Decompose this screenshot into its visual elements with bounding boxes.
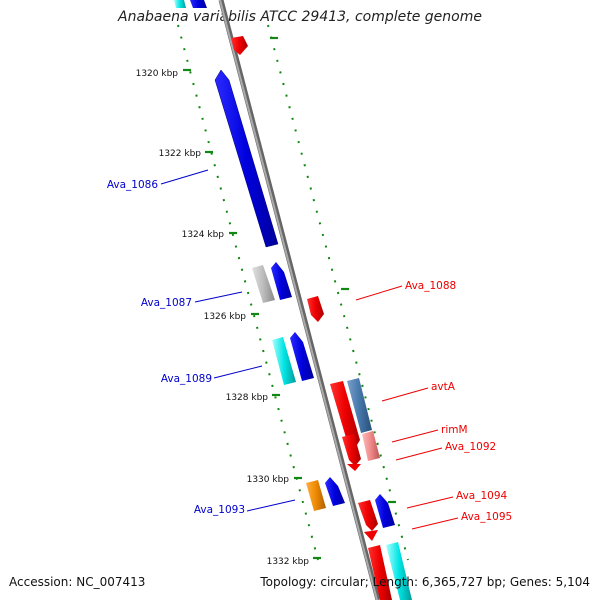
gene-label-ava-1092[interactable]: Ava_1092	[445, 441, 496, 453]
gene-avta-adjacent[interactable]	[347, 378, 372, 433]
gene-ava-1089[interactable]	[272, 337, 296, 385]
leader-lines-right	[355, 285, 459, 530]
kbp-label-1332: 1332 kbp	[267, 557, 310, 567]
gene-ava-1095[interactable]	[364, 530, 378, 541]
genome-title: Anabaena variabilis ATCC 29413, complete…	[118, 9, 482, 25]
gene-ava-1088[interactable]	[307, 296, 324, 322]
gene-ava-1092[interactable]	[342, 434, 361, 466]
gene-label-ava-1089[interactable]: Ava_1089	[161, 373, 212, 385]
gene-rimm[interactable]	[362, 431, 380, 461]
gene-ava-1086[interactable]	[214, 69, 279, 248]
kbp-label-1320: 1320 kbp	[136, 69, 179, 79]
gene-ava-1094-adjacent[interactable]	[375, 494, 395, 528]
kbp-label-1328: 1328 kbp	[226, 393, 269, 403]
genome-backbone-highlight	[219, 0, 378, 600]
gene-label-rimm[interactable]: rimM	[441, 424, 468, 436]
major-ticks-right	[270, 36, 396, 504]
gene-ava-1089-adjacent[interactable]	[290, 332, 314, 381]
gene-ava-1093-adjacent[interactable]	[325, 477, 345, 506]
accession-text: Accession: NC_007413	[9, 575, 146, 589]
gene-feature-top-cyan[interactable]	[174, 0, 186, 8]
tick-track-left	[177, 24, 319, 561]
gene-feature-top-red[interactable]	[231, 36, 248, 55]
gene-ava-1087-adjacent[interactable]	[271, 262, 292, 300]
gene-label-ava-1088[interactable]: Ava_1088	[405, 280, 456, 292]
kbp-label-1322: 1322 kbp	[159, 149, 202, 159]
kbp-label-1330: 1330 kbp	[247, 475, 290, 485]
gene-avta[interactable]	[330, 381, 360, 450]
gene-label-ava-1095[interactable]: Ava_1095	[461, 511, 512, 523]
gene-ava-1087[interactable]	[252, 265, 275, 303]
gene-bottom-red[interactable]	[368, 545, 392, 600]
kbp-label-1326: 1326 kbp	[204, 312, 247, 322]
gene-label-ava-1087[interactable]: Ava_1087	[141, 297, 192, 309]
kbp-label-1324: 1324 kbp	[182, 230, 225, 240]
gene-ava-1094[interactable]	[358, 500, 378, 531]
tick-track-right	[267, 24, 409, 561]
gene-ava-1093[interactable]	[306, 480, 326, 511]
gene-ava-1092-tail[interactable]	[347, 464, 361, 471]
major-ticks	[183, 68, 321, 560]
gene-feature-top-blue[interactable]	[190, 0, 207, 8]
gene-label-ava-1094[interactable]: Ava_1094	[456, 490, 508, 502]
genome-summary-text: Topology: circular; Length: 6,365,727 bp…	[260, 575, 590, 589]
gene-bottom-cyan[interactable]	[386, 542, 412, 600]
leader-lines-left	[160, 169, 296, 512]
gene-label-ava-1086[interactable]: Ava_1086	[107, 179, 159, 191]
gene-label-ava-1093[interactable]: Ava_1093	[194, 504, 245, 516]
gene-label-avta[interactable]: avtA	[431, 381, 456, 393]
